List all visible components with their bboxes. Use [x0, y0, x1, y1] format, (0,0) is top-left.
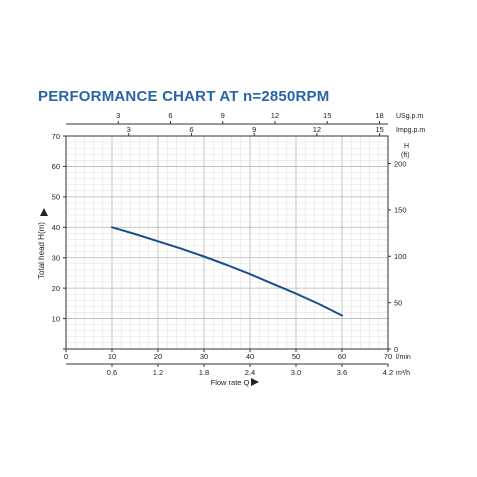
- y-tick-label: 70: [52, 132, 60, 141]
- y-right-tick-label: 100: [394, 252, 407, 261]
- axis-labels: Total head H(m) Flow rate Q: [37, 208, 259, 387]
- axes: [63, 121, 391, 367]
- x-tick-label: 60: [338, 352, 346, 361]
- impgpm-unit-label: Impg.p.m: [396, 127, 425, 134]
- m3h-tick-label: 3.0: [291, 368, 301, 377]
- y-axis-title: Total head H(m): [37, 222, 46, 279]
- m3h-tick-label: 3.6: [337, 368, 347, 377]
- performance-curve: [111, 226, 343, 317]
- grid: [66, 136, 388, 349]
- y-right-unit: (ft): [401, 152, 410, 159]
- y-axis-arrow-icon: [40, 208, 48, 216]
- impgpm-tick-label: 9: [252, 125, 256, 134]
- y-tick-label: 10: [52, 314, 60, 323]
- impgpm-tick-label: 6: [189, 125, 193, 134]
- y-tick-label: 30: [52, 254, 60, 263]
- m3h-tick-label: 1.8: [199, 368, 209, 377]
- usgpm-tick-label: 9: [221, 111, 225, 120]
- x-axis-arrow-icon: [251, 378, 259, 386]
- y-tick-label: 20: [52, 284, 60, 293]
- m3h-tick-label: 0.6: [107, 368, 117, 377]
- x-axis-title: Flow rate Q: [211, 378, 250, 387]
- x-tick-label: 0: [64, 352, 68, 361]
- y-tick-label: 50: [52, 193, 60, 202]
- m3h-tick-label: 1.2: [153, 368, 163, 377]
- m3h-unit-label: m³/h: [396, 370, 410, 377]
- chart-title: PERFORMANCE CHART AT n=2850RPM: [38, 88, 330, 105]
- plot-frame: [65, 135, 389, 350]
- m3h-tick-label: 4.2: [383, 368, 393, 377]
- y-tick-label: 40: [52, 223, 60, 232]
- impgpm-tick-label: 3: [127, 125, 131, 134]
- x-tick-label: 50: [292, 352, 300, 361]
- x-tick-label: 40: [246, 352, 254, 361]
- y-right-tick-label: 0: [394, 345, 398, 354]
- impgpm-tick-label: 15: [375, 125, 383, 134]
- usgpm-tick-label: 15: [323, 111, 331, 120]
- usgpm-tick-label: 18: [375, 111, 383, 120]
- usgpm-tick-label: 6: [168, 111, 172, 120]
- x-tick-label: 30: [200, 352, 208, 361]
- impgpm-tick-label: 12: [313, 125, 321, 134]
- x-tick-label: 70: [384, 352, 392, 361]
- usgpm-tick-label: 3: [116, 111, 120, 120]
- y-right-tick-label: 150: [394, 206, 407, 215]
- usgpm-tick-label: 12: [271, 111, 279, 120]
- y-right-tick-label: 50: [394, 298, 402, 307]
- series-line: [111, 226, 343, 317]
- usgpm-unit-label: USg.p.m: [396, 113, 423, 120]
- x-unit-label: l/min: [396, 354, 411, 361]
- m3h-tick-label: 2.4: [245, 368, 255, 377]
- x-tick-label: 20: [154, 352, 162, 361]
- x-tick-label: 10: [108, 352, 116, 361]
- y-tick-label: 60: [52, 162, 60, 171]
- y-right-tick-label: 200: [394, 159, 407, 168]
- y-right-title: H: [404, 143, 409, 150]
